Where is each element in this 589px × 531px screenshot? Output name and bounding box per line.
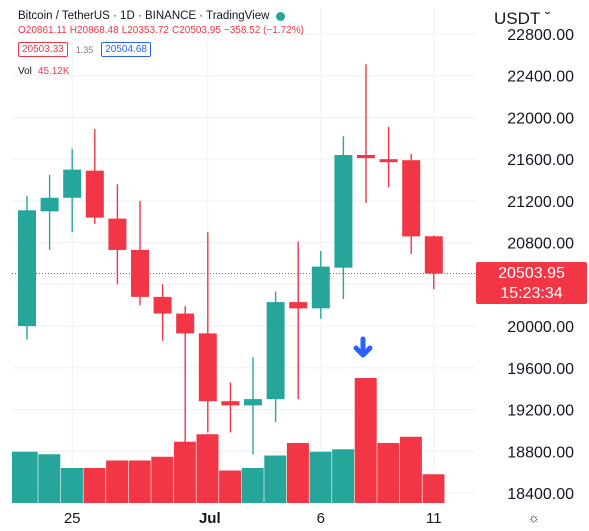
candle-body <box>244 399 262 406</box>
bid-ask-row: 20503.33 1.35 20504.68 <box>18 42 307 57</box>
volume-bar <box>264 455 287 503</box>
ohlc-change: −358.52 (−1.72%) <box>223 25 304 36</box>
candle-body <box>402 160 421 237</box>
volume-bar <box>173 441 196 503</box>
chart-grid <box>12 8 476 503</box>
volume-bar <box>241 468 264 503</box>
buy-price-button[interactable]: 20504.68 <box>101 42 151 57</box>
volume-bar <box>354 378 377 503</box>
volume-bar <box>151 456 174 503</box>
price-tick-label: 20800.00 <box>507 236 574 253</box>
down-arrow-icon <box>353 336 373 358</box>
volume-bar <box>38 454 61 503</box>
candle-body <box>424 236 443 274</box>
volume-bar <box>128 460 151 503</box>
volume-bar <box>399 436 422 503</box>
spread-value: 1.35 <box>75 44 94 55</box>
volume-bar <box>60 468 83 503</box>
volume-value: 45.12K <box>37 66 70 77</box>
candle-body <box>176 313 195 334</box>
price-tick-label: 22400.00 <box>507 69 574 86</box>
time-tick-label: 25 <box>64 510 81 527</box>
price-tick-label: 22000.00 <box>507 110 574 127</box>
time-tick-label: Jul <box>199 510 221 527</box>
bar-countdown: 15:23:34 <box>500 285 563 302</box>
candle-body <box>108 218 127 250</box>
candle-body <box>131 249 149 297</box>
symbol-title-row: Bitcoin / TetherUS · 1D · BINANCE · Trad… <box>18 10 307 22</box>
market-status-icon <box>276 11 286 21</box>
price-tick-label: 21600.00 <box>507 152 574 169</box>
candle-body <box>85 170 104 218</box>
candle-body <box>221 401 240 406</box>
volume-legend: Vol 45.12K <box>18 66 307 77</box>
candle-body <box>357 155 375 159</box>
ohlc-low: L20353.72 <box>121 25 169 36</box>
candle-body <box>18 210 36 327</box>
ohlc-row: O20861.11 H20868.48 L20353.72 C20503.95 … <box>18 25 307 36</box>
time-axis[interactable]: 25 Jul 6 11 <box>64 510 442 527</box>
volume-bar <box>196 434 219 503</box>
time-tick-label: 6 <box>317 510 325 527</box>
candle-body <box>289 302 308 309</box>
settings-icon[interactable]: ☼ <box>528 510 540 525</box>
symbol-title[interactable]: Bitcoin / TetherUS · 1D · BINANCE · Trad… <box>18 10 270 22</box>
currency-selector[interactable]: USDT ˇ <box>494 9 551 28</box>
price-tick-label: 21200.00 <box>507 194 574 211</box>
volume-bar <box>83 468 106 503</box>
price-tick-label: 19600.00 <box>507 361 574 378</box>
volume-bar <box>309 451 332 503</box>
volume-bars <box>12 378 445 503</box>
volume-bar <box>106 460 129 503</box>
candles <box>18 64 443 467</box>
candle-body <box>266 302 285 400</box>
candle-body <box>334 155 353 268</box>
volume-label: Vol <box>18 66 32 77</box>
last-price-label: 20503.95 15:23:34 <box>476 262 587 304</box>
sell-price-button[interactable]: 20503.33 <box>18 42 68 57</box>
price-tick-label: 20000.00 <box>507 319 574 336</box>
candle-body <box>379 159 398 163</box>
volume-bar <box>219 470 242 503</box>
last-price-value: 20503.95 <box>498 265 565 282</box>
ohlc-high: H20868.48 <box>69 25 119 36</box>
volume-bar <box>12 451 38 503</box>
volume-bar <box>286 443 309 503</box>
ohlc-close: C20503.95 <box>171 25 221 36</box>
volume-bar <box>377 443 400 503</box>
volume-bar <box>422 474 445 503</box>
candle-body <box>311 266 330 309</box>
candle-body <box>153 296 172 314</box>
price-tick-label: 18800.00 <box>507 444 574 461</box>
chart-legend: Bitcoin / TetherUS · 1D · BINANCE · Trad… <box>18 10 307 77</box>
volume-bar <box>332 449 355 503</box>
price-tick-label: 18400.00 <box>507 486 574 503</box>
candle-body <box>198 333 217 402</box>
price-tick-label: 22800.00 <box>507 27 574 44</box>
time-tick-label: 11 <box>426 510 442 527</box>
price-tick-label: 19200.00 <box>507 403 574 420</box>
ohlc-open: O20861.11 <box>18 25 67 36</box>
candle-body <box>40 197 59 212</box>
candle-body <box>63 169 82 198</box>
